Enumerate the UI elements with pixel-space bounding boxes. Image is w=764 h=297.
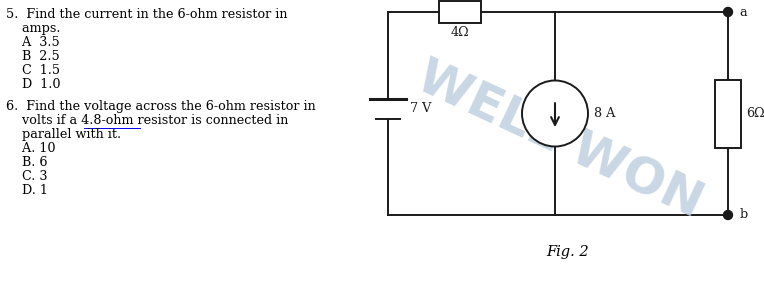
Bar (715, 80, 741, 148)
Text: C  1.5: C 1.5 (6, 64, 60, 77)
Text: 4Ω: 4Ω (451, 26, 469, 39)
Text: C. 3: C. 3 (6, 170, 47, 183)
Text: 6.  Find the voltage across the 6-ohm resistor in: 6. Find the voltage across the 6-ohm res… (6, 100, 316, 113)
Text: 6Ω: 6Ω (746, 107, 764, 120)
Text: volts if a 4.8-ohm resistor is connected in: volts if a 4.8-ohm resistor is connected… (6, 114, 288, 127)
Circle shape (724, 7, 733, 17)
Text: a: a (740, 6, 747, 18)
Text: parallel with it.: parallel with it. (6, 128, 121, 141)
Text: B  2.5: B 2.5 (6, 50, 60, 63)
Text: D  1.0: D 1.0 (6, 78, 60, 91)
Text: A. 10: A. 10 (6, 142, 56, 155)
Text: D. 1: D. 1 (6, 184, 48, 197)
Text: WELL WON: WELL WON (410, 53, 711, 227)
Text: 5.  Find the current in the 6-ohm resistor in: 5. Find the current in the 6-ohm resisto… (6, 8, 287, 21)
Bar (439, 1, 481, 23)
Text: Fig. 2: Fig. 2 (547, 245, 589, 259)
Text: 7 V: 7 V (410, 102, 432, 115)
Text: B. 6: B. 6 (6, 156, 47, 169)
Circle shape (522, 80, 588, 146)
Text: A  3.5: A 3.5 (6, 36, 60, 49)
Text: 8 A: 8 A (594, 107, 615, 120)
Text: amps.: amps. (6, 22, 60, 35)
Circle shape (724, 211, 733, 219)
Text: b: b (740, 208, 748, 222)
